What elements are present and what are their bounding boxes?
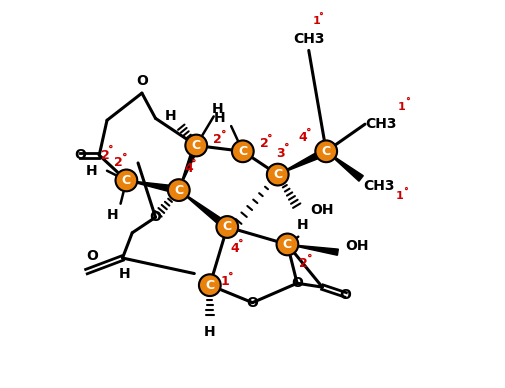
- Text: C: C: [283, 238, 292, 251]
- Text: O: O: [340, 288, 351, 302]
- Text: H: H: [107, 208, 119, 222]
- Text: 4: 4: [184, 162, 193, 175]
- Polygon shape: [179, 144, 199, 190]
- Text: O: O: [74, 148, 86, 162]
- Text: °: °: [221, 130, 226, 140]
- Text: °: °: [405, 97, 410, 107]
- Text: °: °: [307, 254, 313, 264]
- Text: 2: 2: [114, 156, 123, 170]
- Text: C: C: [238, 145, 247, 158]
- Text: °: °: [403, 186, 408, 196]
- Text: °: °: [191, 159, 197, 169]
- Circle shape: [168, 179, 190, 201]
- Text: 1: 1: [396, 191, 404, 201]
- Text: H: H: [86, 164, 97, 178]
- Text: 3: 3: [277, 147, 285, 160]
- Text: °: °: [284, 143, 289, 153]
- Text: C: C: [322, 145, 331, 158]
- Circle shape: [267, 164, 288, 185]
- Text: °: °: [238, 238, 244, 248]
- Circle shape: [232, 140, 254, 162]
- Text: 1: 1: [313, 16, 320, 26]
- Text: CH3: CH3: [365, 117, 396, 131]
- Text: 2: 2: [260, 137, 269, 150]
- Text: °: °: [318, 12, 323, 22]
- Text: O: O: [149, 210, 162, 224]
- Text: OH: OH: [345, 239, 369, 253]
- Text: C: C: [205, 279, 215, 292]
- Text: O: O: [136, 74, 148, 88]
- Text: C: C: [273, 168, 282, 181]
- Text: 2: 2: [299, 257, 308, 270]
- Text: C: C: [192, 139, 201, 152]
- Text: °: °: [306, 128, 312, 138]
- Text: O: O: [291, 276, 303, 290]
- Circle shape: [217, 216, 238, 238]
- Polygon shape: [287, 244, 338, 255]
- Polygon shape: [326, 151, 363, 181]
- Text: 2: 2: [100, 149, 110, 162]
- Text: H: H: [214, 111, 225, 125]
- Text: CH3: CH3: [363, 179, 394, 193]
- Text: H: H: [204, 325, 216, 339]
- Text: OH: OH: [311, 203, 334, 217]
- Circle shape: [277, 234, 298, 255]
- Circle shape: [116, 170, 137, 191]
- Circle shape: [199, 274, 221, 296]
- Polygon shape: [179, 190, 230, 230]
- Text: C: C: [122, 174, 131, 187]
- Text: H: H: [165, 109, 177, 123]
- Text: °: °: [108, 145, 114, 155]
- Circle shape: [185, 135, 207, 156]
- Text: 4: 4: [231, 242, 239, 255]
- Text: 4: 4: [298, 131, 308, 144]
- Text: C: C: [223, 220, 232, 234]
- Text: °: °: [228, 271, 234, 281]
- Polygon shape: [278, 148, 328, 175]
- Text: °: °: [122, 153, 127, 163]
- Text: 1: 1: [398, 102, 406, 112]
- Text: H: H: [119, 267, 130, 281]
- Text: O: O: [86, 249, 98, 263]
- Polygon shape: [126, 180, 179, 194]
- Text: H: H: [212, 102, 223, 116]
- Text: °: °: [267, 133, 273, 144]
- Circle shape: [315, 140, 337, 162]
- Text: C: C: [174, 184, 183, 197]
- Text: CH3: CH3: [293, 32, 325, 46]
- Text: 1: 1: [221, 275, 230, 288]
- Text: O: O: [246, 296, 259, 310]
- Text: H: H: [296, 218, 308, 232]
- Text: 2: 2: [213, 133, 222, 146]
